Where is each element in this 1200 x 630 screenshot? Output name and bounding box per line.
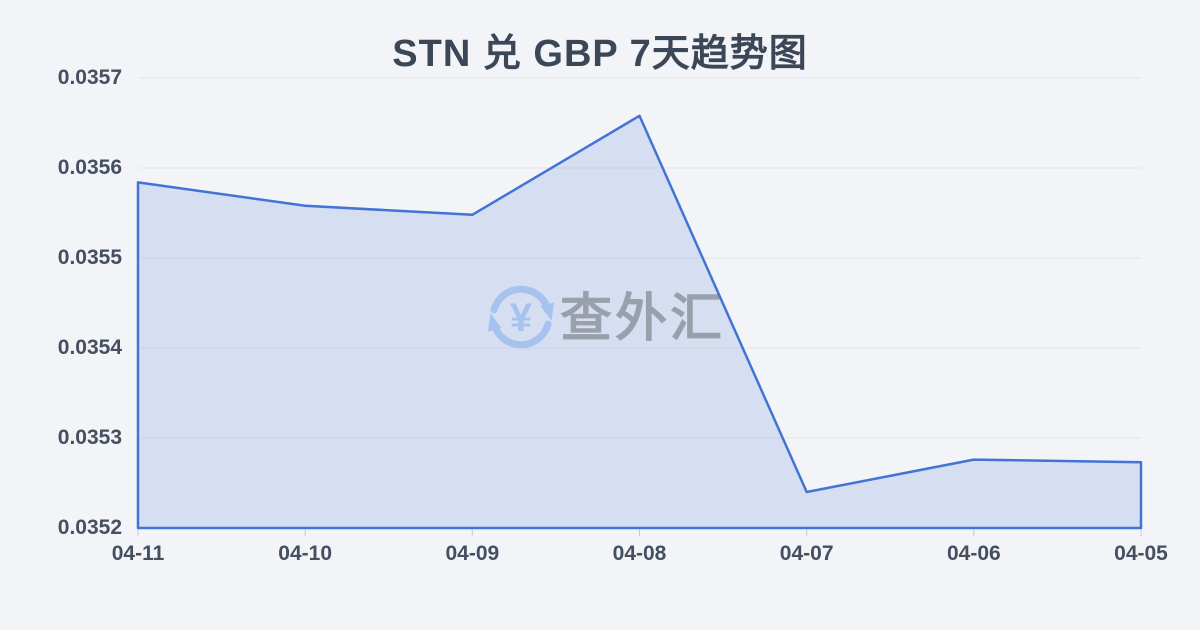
y-axis-label: 0.0352 [57, 516, 122, 539]
exchange-arrows-icon: ¥ [488, 285, 554, 349]
watermark: ¥ 查外汇 [488, 285, 725, 349]
yen-symbol: ¥ [510, 296, 533, 340]
area-fill [138, 115, 1141, 529]
y-axis-label: 0.0353 [57, 426, 122, 449]
chart-title: STN 兑 GBP 7天趋势图 [392, 33, 808, 75]
y-axis-label: 0.0356 [57, 156, 122, 179]
trend-line [136, 114, 1143, 530]
x-axis-label: 04-10 [278, 542, 333, 565]
x-axis-label: 04-08 [612, 542, 667, 565]
x-axis-label: 04-07 [779, 542, 834, 565]
x-axis-label: 04-05 [1114, 542, 1168, 565]
x-axis-ticks [137, 529, 1142, 536]
y-axis-label: 0.0354 [57, 336, 122, 359]
x-axis-label: 04-06 [946, 542, 1001, 565]
y-axis-label: 0.0355 [57, 246, 122, 269]
x-axis-label: 04-11 [111, 542, 165, 565]
y-axis-label: 0.0357 [57, 66, 122, 89]
x-axis-label: 04-09 [445, 542, 500, 565]
watermark-text: 查外汇 [560, 290, 725, 348]
